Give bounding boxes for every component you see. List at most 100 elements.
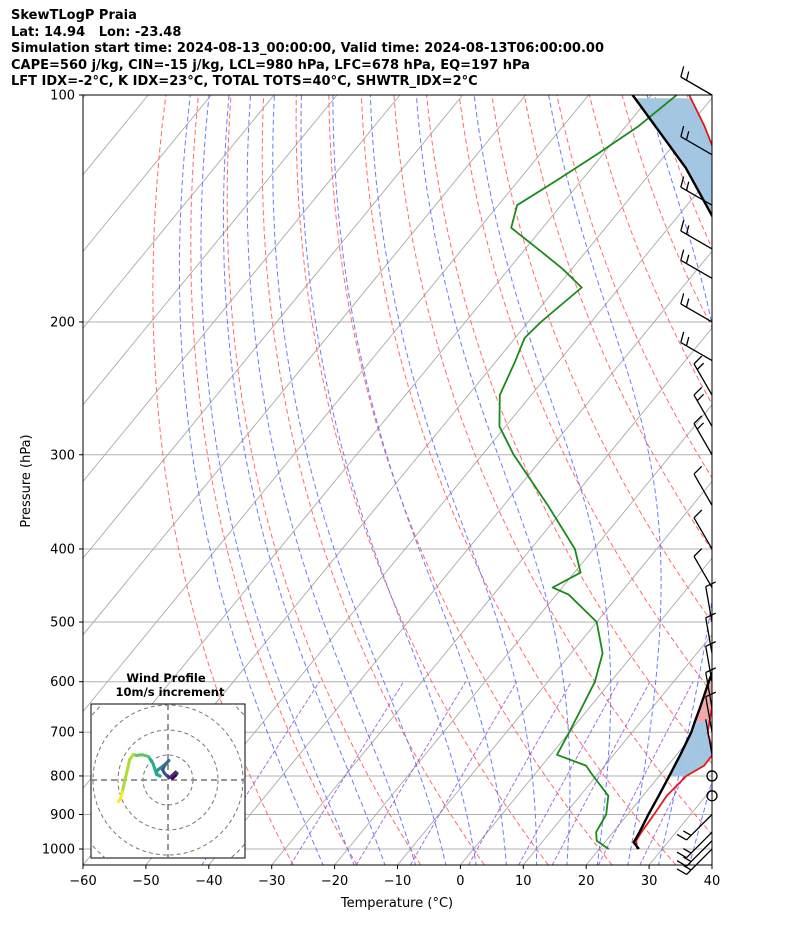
mixing-ratio-line bbox=[201, 681, 320, 865]
barb-feather bbox=[680, 220, 685, 232]
mixing-ratio-line bbox=[468, 681, 572, 865]
isotherm-line bbox=[460, 557, 712, 865]
wind-barb bbox=[705, 691, 716, 733]
barb-shaft bbox=[680, 76, 713, 96]
dry-adiabat-line bbox=[393, 95, 712, 836]
barb-feather bbox=[696, 393, 705, 402]
dry-adiabat-line bbox=[261, 95, 485, 865]
barb-feather bbox=[693, 509, 703, 519]
barb-feather bbox=[683, 830, 692, 836]
y-tick-label: 1000 bbox=[42, 843, 75, 858]
dry-adiabat-line bbox=[654, 95, 712, 250]
barb-shaft bbox=[693, 556, 713, 588]
barb-feather bbox=[685, 181, 690, 191]
barb-shaft bbox=[705, 696, 713, 733]
wind-barb bbox=[680, 220, 713, 250]
barb-shaft bbox=[680, 303, 713, 323]
barb-feather bbox=[676, 868, 687, 876]
wind-barb bbox=[680, 293, 713, 323]
y-tick-label: 800 bbox=[50, 769, 75, 784]
dry-adiabat-line bbox=[720, 95, 794, 865]
isotherm-line bbox=[83, 95, 212, 253]
y-axis-label: Pressure (hPa) bbox=[19, 434, 34, 527]
mixing-ratio-line bbox=[518, 681, 619, 865]
isotherm-line bbox=[83, 95, 86, 99]
barb-feather bbox=[685, 71, 690, 81]
moist-adiabat-line bbox=[300, 95, 477, 865]
moist-adiabat-line bbox=[178, 95, 324, 865]
temperature-line bbox=[635, 95, 712, 850]
moist-adiabat-line bbox=[246, 95, 417, 865]
barb-feather bbox=[685, 336, 690, 346]
profile-lines bbox=[498, 95, 712, 850]
wind-barb bbox=[693, 465, 713, 506]
chart-header: SkewTLogP Praia Lat: 14.94 Lon: -23.48 S… bbox=[11, 8, 771, 91]
barb-feather bbox=[696, 362, 705, 370]
x-tick-label: −10 bbox=[384, 874, 411, 889]
hodograph-subtitle: 10m/s increment bbox=[116, 685, 225, 699]
barb-shaft bbox=[693, 473, 713, 506]
dry-adiabat-line bbox=[491, 95, 712, 623]
dry-adiabat-line bbox=[523, 95, 712, 552]
moist-adiabat-line bbox=[272, 95, 447, 865]
moist-adiabat-line bbox=[751, 95, 794, 867]
y-tick-label: 300 bbox=[50, 448, 75, 463]
hodograph-segment bbox=[123, 768, 129, 783]
isotherm-line bbox=[334, 404, 712, 865]
params-line-2: LFT IDX=-2°C, K IDX=23°C, TOTAL TOTS=40°… bbox=[11, 74, 478, 89]
x-tick-label: 10 bbox=[515, 874, 532, 889]
x-tick-label: 20 bbox=[578, 874, 595, 889]
barb-shaft bbox=[705, 719, 713, 755]
x-tick-label: 30 bbox=[641, 874, 658, 889]
x-tick-label: −40 bbox=[195, 874, 222, 889]
hodograph-segment bbox=[117, 796, 123, 804]
mixing-ratio-line bbox=[409, 681, 518, 865]
x-tick-label: 40 bbox=[704, 874, 721, 889]
barb-shaft bbox=[705, 672, 713, 709]
barb-feather bbox=[683, 856, 692, 863]
wind-barb bbox=[693, 386, 713, 427]
barb-feather bbox=[680, 66, 685, 78]
wind-barb bbox=[693, 509, 713, 550]
moist-adiabat-line bbox=[646, 95, 712, 865]
barb-feather bbox=[705, 691, 716, 698]
cin-area bbox=[669, 721, 712, 776]
moist-adiabat-line bbox=[222, 95, 386, 865]
barb-feather bbox=[680, 331, 685, 343]
y-tick-label: 700 bbox=[50, 726, 75, 741]
y-tick-label: 500 bbox=[50, 616, 75, 631]
barb-shaft bbox=[705, 617, 713, 654]
isotherm-line bbox=[775, 95, 794, 865]
barb-feather bbox=[676, 860, 687, 867]
dry-adiabat-line bbox=[295, 95, 549, 865]
moist-adiabat-line bbox=[548, 95, 662, 865]
y-tick-label: 900 bbox=[50, 808, 75, 823]
barb-shaft bbox=[705, 646, 713, 682]
barb-feather bbox=[680, 249, 685, 261]
x-tick-label: −50 bbox=[132, 874, 159, 889]
barb-feather bbox=[693, 386, 703, 396]
moist-adiabat-line bbox=[473, 95, 612, 865]
dry-adiabat-line bbox=[152, 95, 294, 865]
barb-feather bbox=[685, 298, 690, 308]
dry-adiabat-line bbox=[360, 95, 677, 865]
barb-shaft bbox=[705, 586, 713, 623]
hodograph: Wind Profile 10m/s increment bbox=[90, 671, 246, 859]
hodograph-segment bbox=[120, 780, 126, 794]
isotherm-line bbox=[83, 95, 464, 559]
dry-adiabat-line bbox=[190, 95, 358, 865]
barb-shaft bbox=[693, 363, 713, 396]
moist-adiabat-line bbox=[720, 95, 794, 867]
y-tick-label: 100 bbox=[50, 89, 75, 104]
barb-feather bbox=[683, 864, 692, 871]
hodograph-segment bbox=[126, 758, 132, 771]
wind-barb bbox=[693, 548, 713, 588]
mixing-ratio-line bbox=[551, 681, 651, 865]
location-line: Lat: 14.94 Lon: -23.48 bbox=[11, 24, 182, 40]
isotherm-line bbox=[208, 250, 712, 865]
dry-adiabat-line bbox=[226, 95, 422, 865]
barb-feather bbox=[693, 415, 703, 425]
x-tick-label: 0 bbox=[456, 874, 464, 889]
cin-area bbox=[635, 98, 712, 216]
barb-feather bbox=[680, 293, 685, 305]
